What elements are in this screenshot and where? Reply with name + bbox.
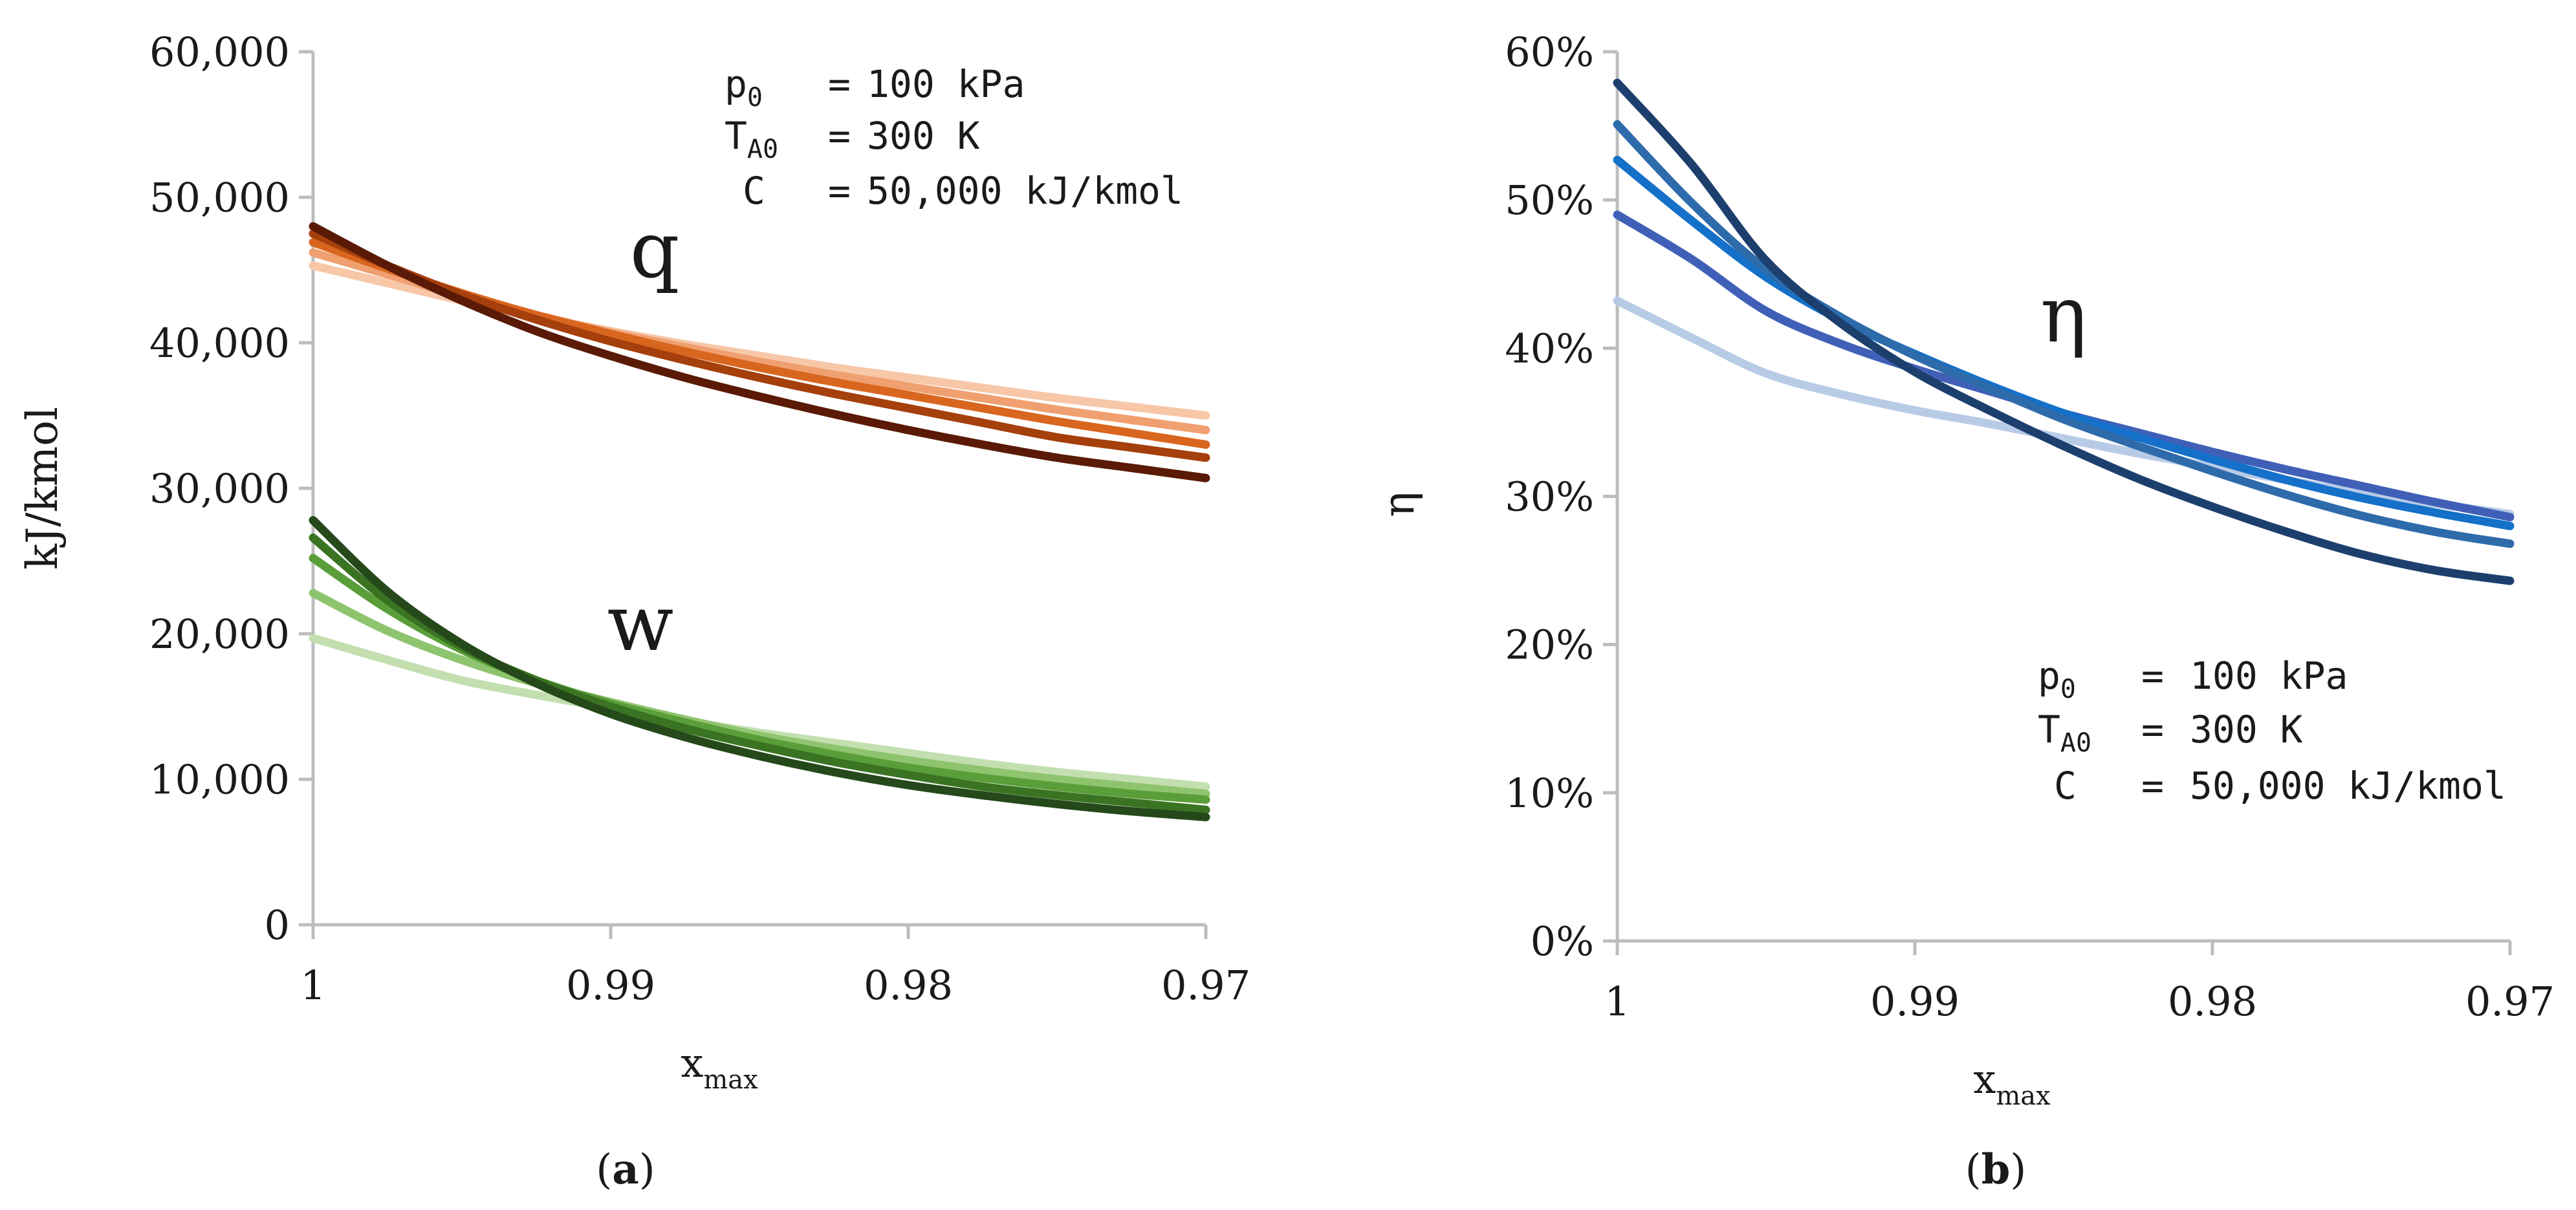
panel-b-x-axis-label-main: x <box>1973 1055 1996 1103</box>
panel-a-y-tick-label: 40,000 <box>149 319 290 367</box>
panel-b-param-p0-value: 100 kPa <box>2190 654 2348 698</box>
panel-b-x-tick-label: 0.97 <box>2465 978 2555 1025</box>
panel-a-params: p0 = 100 kPa TA0 = 300 K C = 50,000 kJ/k… <box>725 62 1183 213</box>
panel-b-param-p0-symbol: p0 <box>2038 654 2076 704</box>
panel-a-series-line-q4 <box>309 229 1210 462</box>
panel-a-series-line-w2 <box>309 589 1210 798</box>
panel-a-series-line-w1 <box>309 634 1210 791</box>
panel-a-x-axis-label-sub: max <box>703 1065 758 1095</box>
panel-b-series-line-eta1 <box>1613 296 2515 519</box>
panel-b-y-axis-label: η <box>1374 492 1424 517</box>
panel-a-param-ta0-eq: = <box>828 114 851 158</box>
panel-a-series <box>309 222 1210 821</box>
panel-a-caption: (a) <box>596 1145 655 1194</box>
panel-b-y-tick-label: 60% <box>1505 28 1594 76</box>
panel-b-param-c-symbol: C <box>2054 764 2077 808</box>
panel-b-param-c-eq: = <box>2141 764 2164 808</box>
panel-a-y-tick-label: 10,000 <box>149 756 290 803</box>
panel-b-param-ta0-symbol: TA0 <box>2038 708 2091 758</box>
panel-a-x-tick-label: 1 <box>300 962 325 1009</box>
panel-b-series-line-eta3 <box>1613 155 2515 530</box>
panel-a-series-line-q5 <box>309 222 1210 482</box>
panel-a-param-p0-eq: = <box>828 62 851 106</box>
panel-a-y-tick-label: 60,000 <box>149 28 290 76</box>
panel-a-x-tick-label: 0.99 <box>566 962 655 1009</box>
panel-b-y-ticks: 0% 10% 20% 30% 40% 50% 60% <box>1505 28 1617 965</box>
panel-b-curve-label-eta: η <box>2040 270 2087 360</box>
panel-a-y-tick-label: 0 <box>265 902 290 949</box>
panel-a-x-tick-label: 0.97 <box>1161 962 1250 1009</box>
panel-a-x-axis-label: xmax <box>681 1039 758 1095</box>
panel-a-y-tick-label: 20,000 <box>149 610 290 658</box>
panel-a-curve-label-w: w <box>607 579 674 669</box>
panel-b-params: p0 = 100 kPa TA0 = 300 K C = 50,000 kJ/k… <box>2038 654 2506 808</box>
panel-a-param-p0-value: 100 kPa <box>867 62 1025 106</box>
panel-a-curve-label-q: q <box>630 206 680 296</box>
panel-a-y-tick-label: 30,000 <box>149 465 290 512</box>
panel-b-caption: (b) <box>1965 1145 2027 1194</box>
panel-b-series <box>1613 78 2515 585</box>
panel-b-x-tick-label: 0.99 <box>1870 978 1959 1025</box>
panel-a-y-axis-label: kJ/kmol <box>17 407 67 570</box>
panel-b-y-tick-label: 40% <box>1505 325 1594 372</box>
panel-a-param-p0-symbol: p0 <box>725 62 763 113</box>
panel-b-series-line-eta4 <box>1613 120 2515 548</box>
panel-b-param-p0-eq: = <box>2141 654 2164 698</box>
panel-b-x-tick-label: 0.98 <box>2168 978 2257 1025</box>
panel-b-param-ta0-eq: = <box>2141 708 2164 751</box>
panel-b-y-tick-label: 50% <box>1505 177 1594 224</box>
panel-b-param-ta0-value: 300 K <box>2190 708 2303 751</box>
panel-a-x-ticks: 1 0.99 0.98 0.97 <box>300 925 1250 1009</box>
panel-b-x-ticks: 1 0.99 0.98 0.97 <box>1604 941 2555 1025</box>
panel-a-param-c-eq: = <box>828 169 851 213</box>
panel-b-y-tick-label: 10% <box>1505 770 1594 817</box>
panel-a-param-ta0-symbol: TA0 <box>725 114 778 164</box>
panel-b-y-tick-label: 0% <box>1531 918 1594 965</box>
panel-a-y-tick-label: 50,000 <box>149 174 290 221</box>
panel-a-x-tick-label: 0.98 <box>864 962 953 1009</box>
panel-a-param-c-value: 50,000 kJ/kmol <box>867 169 1183 213</box>
panel-a-param-ta0-value: 300 K <box>867 114 980 158</box>
panel-a-param-c-symbol: C <box>743 169 765 213</box>
panel-b-x-axis-label: xmax <box>1973 1055 2051 1111</box>
panel-b-series-line-eta5 <box>1613 78 2515 585</box>
panel-b-y-tick-label: 20% <box>1505 621 1594 669</box>
panel-b-param-c-value: 50,000 kJ/kmol <box>2190 764 2506 808</box>
panel-b-x-tick-label: 1 <box>1604 978 1630 1025</box>
panel-a-y-ticks: 0 10,000 20,000 30,000 40,000 50,000 60,000 <box>149 28 313 949</box>
panel-a-series-line-w5 <box>309 516 1210 821</box>
panel-b-y-tick-label: 30% <box>1505 473 1594 521</box>
panel-b-x-axis-label-sub: max <box>1996 1081 2051 1111</box>
panel-b-chart: 0% 10% 20% 30% 40% 50% 60% 1 0.99 0.98 0.97 η xma… <box>1374 28 2555 1194</box>
panel-a-x-axis-label-main: x <box>681 1039 703 1086</box>
